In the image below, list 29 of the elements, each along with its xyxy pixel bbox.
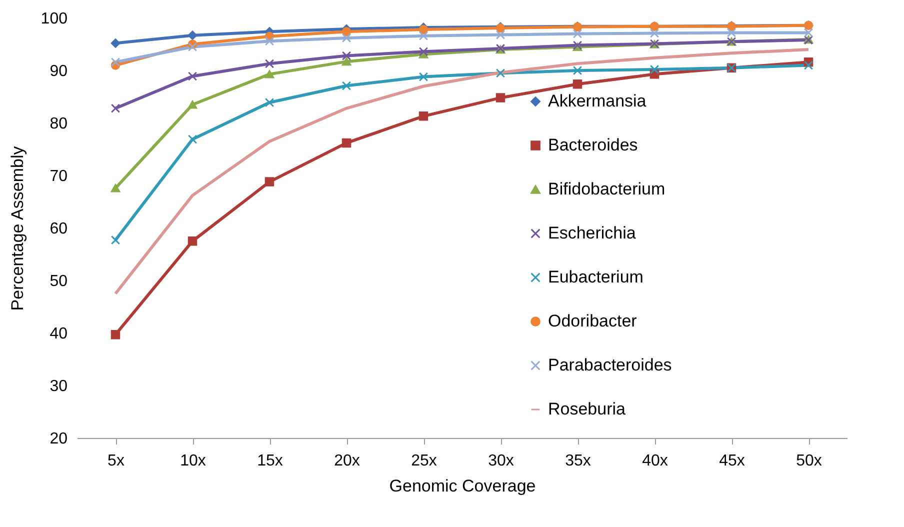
x-tick-label: 35x: [565, 452, 591, 470]
legend-label: Parabacteroides: [548, 356, 672, 374]
legend-label: Roseburia: [548, 400, 626, 418]
x-tick-label: 40x: [642, 452, 668, 470]
x-tick-label: 15x: [257, 452, 283, 470]
x-tick-label: 50x: [796, 452, 822, 470]
legend-label: Akkermansia: [548, 92, 647, 110]
legend-label: Odoribacter: [548, 312, 638, 330]
y-tick-label: 30: [50, 378, 68, 395]
x-tick-label: 10x: [180, 452, 206, 470]
legend-label: Bifidobacterium: [548, 180, 666, 198]
x-axis-title: Genomic Coverage: [389, 476, 536, 496]
y-tick-label: 80: [50, 116, 68, 132]
x-tick-label: 5x: [108, 452, 124, 470]
y-tick-label: 20: [50, 430, 68, 448]
y-tick-label: 70: [50, 168, 68, 185]
x-tick-label: 45x: [719, 452, 745, 470]
y-tick-label: 60: [50, 220, 68, 238]
legend-label: Bacteroides: [548, 136, 638, 154]
y-axis-title: Percentage Assembly: [8, 146, 27, 311]
legend-label: Escherichia: [548, 224, 636, 242]
x-tick-label: 25x: [411, 452, 437, 470]
y-tick-label: 50: [50, 273, 68, 290]
y-tick-label: 100: [40, 10, 68, 28]
y-tick-label: 90: [50, 63, 68, 80]
y-tick-label: 40: [50, 326, 68, 342]
x-tick-label: 20x: [334, 452, 360, 470]
x-tick-label: 30x: [488, 452, 514, 470]
legend-label: Eubacterium: [548, 268, 644, 286]
